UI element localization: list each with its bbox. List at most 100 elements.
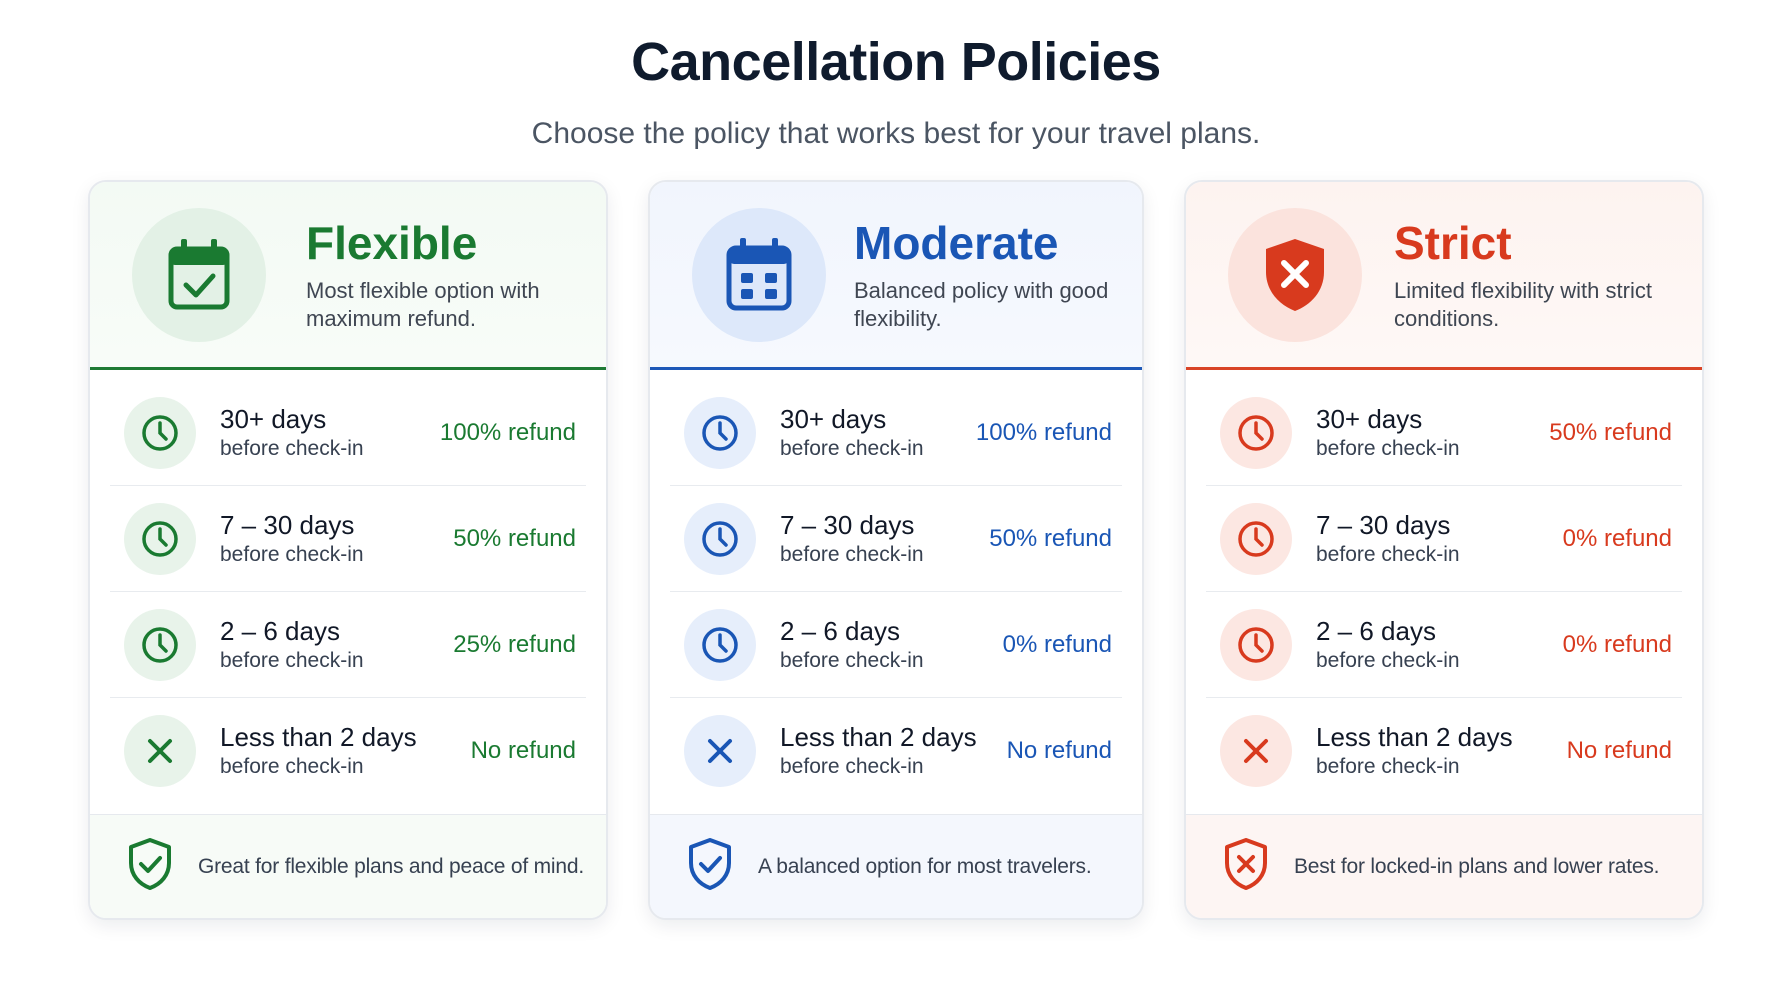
- row-refund: 25% refund: [453, 630, 576, 658]
- row-sub: before check-in: [1316, 648, 1460, 672]
- footer-text: Great for flexible plans and peace of mi…: [198, 854, 584, 878]
- footer-text: A balanced option for most travelers.: [758, 854, 1092, 878]
- row-sub: before check-in: [1316, 436, 1460, 460]
- row-text: 2 – 6 days before check-in: [780, 615, 1003, 675]
- row-refund: No refund: [470, 737, 576, 764]
- row-refund: No refund: [1006, 737, 1112, 764]
- clock-icon: [124, 396, 196, 469]
- policy-cards: Flexible Most flexible option with maxim…: [88, 180, 1704, 920]
- row-days: 30+ days: [220, 403, 327, 434]
- footer-text: Best for locked-in plans and lower rates…: [1294, 854, 1660, 878]
- row-days: 7 – 30 days: [1316, 509, 1451, 540]
- row-days: Less than 2 days: [780, 722, 977, 752]
- row-text: Less than 2 days before check-in: [220, 721, 471, 781]
- refund-row: 30+ days before check-in 100% refund: [670, 380, 1122, 486]
- policy-description: Limited flexibility with strict conditio…: [1394, 277, 1652, 331]
- row-days: Less than 2 days: [220, 722, 417, 752]
- policy-name: Flexible: [306, 216, 478, 269]
- row-sub: before check-in: [780, 436, 924, 460]
- x-icon: [124, 715, 196, 787]
- row-sub: before check-in: [220, 648, 364, 672]
- row-text: 7 – 30 days before check-in: [1316, 509, 1563, 569]
- policy-description: Most flexible option with maximum refund…: [306, 277, 540, 331]
- refund-row: 2 – 6 days before check-in 0% refund: [1206, 592, 1682, 698]
- clock-icon: [1220, 502, 1292, 575]
- row-refund: 100% refund: [439, 418, 576, 446]
- x-icon: [684, 715, 756, 787]
- row-days: 7 – 30 days: [220, 509, 355, 540]
- row-refund: 100% refund: [975, 418, 1112, 446]
- row-days: 2 – 6 days: [220, 615, 340, 646]
- refund-rows: 30+ days before check-in 100% refund 7 –…: [90, 370, 606, 814]
- refund-rows: 30+ days before check-in 50% refund 7 – …: [1186, 370, 1702, 814]
- policy-description: Balanced policy with good flexibility.: [854, 277, 1109, 331]
- row-days: 30+ days: [1316, 403, 1423, 434]
- row-sub: before check-in: [220, 755, 364, 778]
- card-header: Moderate Balanced policy with good flexi…: [650, 182, 1142, 370]
- clock-icon: [684, 396, 756, 469]
- page-title: Cancellation Policies: [631, 32, 1161, 92]
- clock-icon: [124, 502, 196, 575]
- clock-icon: [124, 608, 196, 681]
- calendar-icon: [692, 207, 826, 342]
- row-text: 2 – 6 days before check-in: [1316, 615, 1563, 675]
- refund-row: Less than 2 days before check-in No refu…: [110, 698, 586, 804]
- row-text: 30+ days before check-in: [220, 403, 440, 463]
- row-text: 2 – 6 days before check-in: [220, 615, 453, 675]
- shield-check-icon: [686, 837, 734, 896]
- row-days: 2 – 6 days: [1316, 615, 1436, 646]
- row-sub: before check-in: [1316, 542, 1460, 566]
- refund-row: 2 – 6 days before check-in 25% refund: [110, 592, 586, 698]
- policy-card-flexible[interactable]: Flexible Most flexible option with maxim…: [88, 180, 608, 920]
- row-text: Less than 2 days before check-in: [1316, 721, 1567, 781]
- card-header: Flexible Most flexible option with maxim…: [90, 182, 606, 370]
- row-refund: 50% refund: [989, 524, 1112, 552]
- shield-x-icon: [1222, 837, 1270, 896]
- calendar-check-icon: [132, 207, 266, 342]
- row-days: Less than 2 days: [1316, 722, 1513, 752]
- row-refund: 0% refund: [1562, 630, 1672, 658]
- clock-icon: [684, 502, 756, 575]
- row-sub: before check-in: [780, 755, 924, 778]
- row-sub: before check-in: [220, 436, 364, 460]
- row-days: 30+ days: [780, 403, 887, 434]
- row-refund: 50% refund: [453, 524, 576, 552]
- refund-row: 2 – 6 days before check-in 0% refund: [670, 592, 1122, 698]
- row-text: 7 – 30 days before check-in: [220, 509, 453, 569]
- policy-name: Strict: [1394, 216, 1512, 269]
- policy-name: Moderate: [854, 216, 1059, 269]
- row-sub: before check-in: [220, 542, 364, 566]
- row-text: Less than 2 days before check-in: [780, 721, 1007, 781]
- card-footer: A balanced option for most travelers.: [650, 814, 1142, 918]
- row-text: 7 – 30 days before check-in: [780, 509, 989, 569]
- row-sub: before check-in: [780, 648, 924, 672]
- refund-row: Less than 2 days before check-in No refu…: [670, 698, 1122, 804]
- row-refund: 50% refund: [1549, 418, 1672, 446]
- row-days: 7 – 30 days: [780, 509, 915, 540]
- refund-row: 7 – 30 days before check-in 50% refund: [110, 486, 586, 592]
- clock-icon: [1220, 608, 1292, 681]
- row-refund: 0% refund: [1002, 630, 1112, 658]
- refund-row: 7 – 30 days before check-in 50% refund: [670, 486, 1122, 592]
- card-header-text: Strict Limited flexibility with strict c…: [1394, 217, 1664, 333]
- x-icon: [1220, 715, 1292, 787]
- refund-row: 7 – 30 days before check-in 0% refund: [1206, 486, 1682, 592]
- shield-x-icon: [1228, 207, 1362, 342]
- row-text: 30+ days before check-in: [780, 403, 976, 463]
- row-text: 30+ days before check-in: [1316, 403, 1549, 463]
- row-sub: before check-in: [780, 542, 924, 566]
- policy-card-moderate[interactable]: Moderate Balanced policy with good flexi…: [648, 180, 1144, 920]
- policy-card-strict[interactable]: Strict Limited flexibility with strict c…: [1184, 180, 1704, 920]
- card-header-text: Moderate Balanced policy with good flexi…: [854, 217, 1124, 333]
- card-footer: Best for locked-in plans and lower rates…: [1186, 814, 1702, 918]
- row-refund: No refund: [1566, 737, 1672, 764]
- row-refund: 0% refund: [1562, 524, 1672, 552]
- row-days: 2 – 6 days: [780, 615, 900, 646]
- card-header-text: Flexible Most flexible option with maxim…: [306, 217, 576, 333]
- refund-rows: 30+ days before check-in 100% refund 7 –…: [650, 370, 1142, 814]
- page-header: Cancellation Policies Choose the policy …: [0, 0, 1792, 152]
- card-header: Strict Limited flexibility with strict c…: [1186, 182, 1702, 370]
- page-subtitle: Choose the policy that works best for yo…: [531, 117, 1261, 150]
- clock-icon: [1220, 396, 1292, 469]
